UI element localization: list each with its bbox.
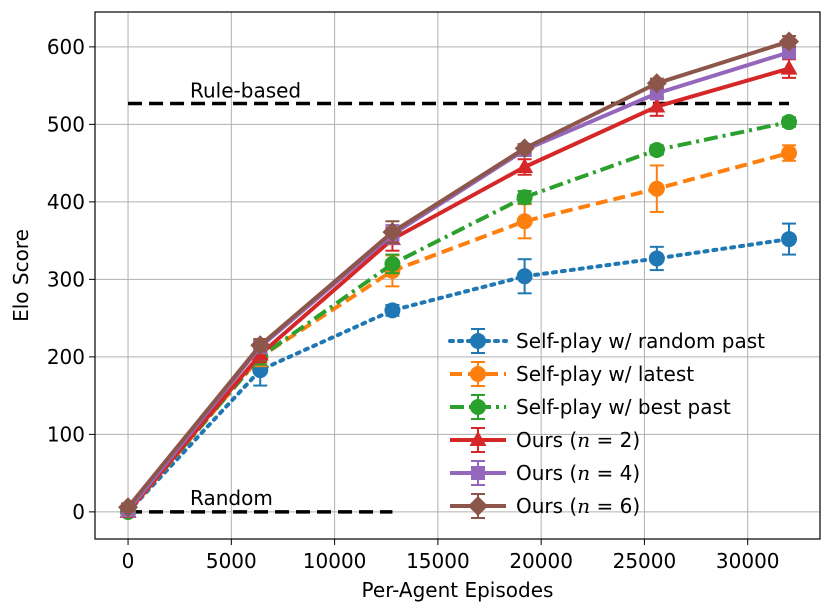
- data-point: [648, 141, 665, 158]
- legend-entry: Ours (n = 6): [450, 493, 640, 519]
- x-tick-label: 25000: [613, 549, 677, 573]
- legend-entry: Ours (n = 4): [450, 460, 640, 486]
- data-point: [779, 31, 800, 52]
- axis-ticks: 0 5000 10000 15000 20000 25000 30000 0 100 200 300…: [47, 35, 780, 573]
- data-point: [250, 335, 271, 356]
- series-line: [126, 39, 790, 509]
- y-tick-label: 300: [47, 267, 85, 291]
- legend-entry: Self-play w/ latest: [450, 361, 694, 387]
- data-point: [648, 180, 665, 197]
- y-tick-label: 500: [47, 112, 85, 136]
- legend-entry: Ours (n = 2): [450, 427, 640, 453]
- legend-label: Self-play w/ best past: [516, 395, 731, 419]
- reference-lines: Rule-based Random: [128, 78, 790, 514]
- series-group: [118, 31, 800, 520]
- legend-marker: [468, 496, 488, 516]
- data-point: [648, 250, 665, 267]
- x-axis-label: Per-Agent Episodes: [362, 578, 554, 602]
- legend-marker: [470, 366, 486, 382]
- legend-label: Self-play w/ random past: [516, 329, 765, 353]
- x-tick-label: 0: [122, 549, 135, 573]
- data-point: [514, 138, 535, 159]
- x-tick-label: 30000: [716, 549, 780, 573]
- y-tick-label: 600: [47, 35, 85, 59]
- legend: Self-play w/ random past Self-play w/ lat…: [448, 328, 765, 519]
- series-6: [118, 31, 800, 518]
- series-5: [121, 45, 797, 518]
- y-tick-label: 400: [47, 190, 85, 214]
- data-point: [648, 97, 666, 113]
- data-point: [782, 45, 797, 60]
- data-point: [516, 158, 534, 173]
- legend-entry: Self-play w/ random past: [448, 328, 765, 354]
- data-point: [384, 302, 401, 319]
- data-point: [516, 213, 533, 230]
- reference-line-label: Rule-based: [190, 78, 301, 102]
- plot-frame: [94, 11, 821, 540]
- legend-label: Ours (n = 2): [516, 428, 640, 452]
- legend-label: Self-play w/ latest: [516, 362, 694, 386]
- data-point: [646, 73, 667, 94]
- data-point: [649, 86, 664, 101]
- legend-marker: [471, 466, 485, 480]
- y-axis-label: Elo Score: [9, 229, 33, 322]
- data-point: [781, 231, 798, 248]
- data-point: [118, 497, 139, 518]
- data-point: [384, 255, 401, 272]
- x-tick-label: 20000: [509, 549, 573, 573]
- reference-line-label: Random: [190, 486, 273, 510]
- y-tick-label: 0: [72, 500, 85, 524]
- data-point: [780, 59, 798, 75]
- series-line: [126, 237, 792, 514]
- legend-label: Ours (n = 4): [516, 461, 640, 485]
- legend-marker: [470, 399, 486, 415]
- series-line: [126, 66, 790, 514]
- data-point: [781, 114, 798, 131]
- x-tick-label: 10000: [303, 549, 367, 573]
- legend-marker: [469, 431, 487, 446]
- series-3: [120, 114, 798, 520]
- data-point: [516, 189, 533, 206]
- legend-entry: Self-play w/ best past: [450, 394, 731, 420]
- data-point: [781, 145, 798, 162]
- series-1: [120, 222, 798, 520]
- data-point: [382, 222, 403, 243]
- y-tick-label: 100: [47, 422, 85, 446]
- legend-marker: [470, 333, 486, 349]
- data-point: [516, 268, 533, 285]
- y-tick-label: 200: [47, 345, 85, 369]
- x-tick-label: 5000: [206, 549, 257, 573]
- legend-label: Ours (n = 6): [516, 494, 640, 518]
- series-4: [119, 58, 798, 518]
- x-tick-label: 15000: [406, 549, 470, 573]
